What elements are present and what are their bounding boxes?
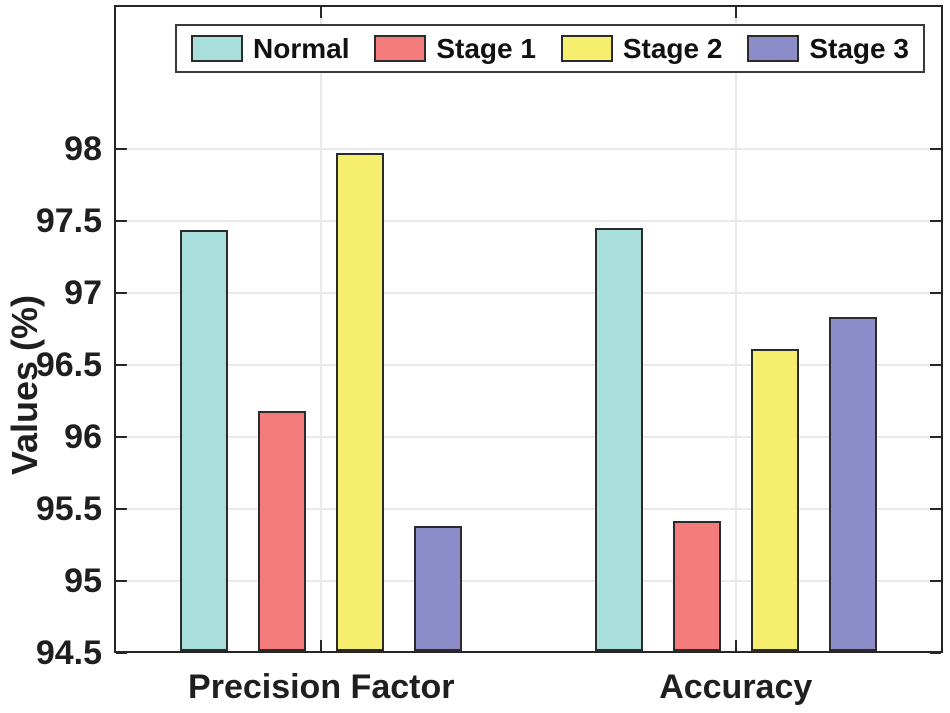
plot-area-border bbox=[114, 5, 943, 653]
y-tick-left-98 bbox=[116, 148, 127, 150]
legend-item-normal: Normal bbox=[191, 33, 349, 65]
y-tick-right-96 bbox=[930, 436, 941, 438]
legend-swatch-stage-1 bbox=[374, 35, 427, 62]
y-tick-right-96.5 bbox=[930, 364, 941, 366]
bar-normal-accuracy bbox=[595, 228, 643, 651]
y-tick-right-97.5 bbox=[930, 220, 941, 222]
bar-stage-2-precision-factor bbox=[336, 153, 384, 651]
legend-label-stage-2: Stage 2 bbox=[622, 32, 723, 64]
y-tick-label-95: 95 bbox=[64, 562, 102, 600]
y-tick-label-98: 98 bbox=[64, 130, 102, 168]
legend-swatch-stage-2 bbox=[560, 35, 613, 62]
x-axis-label-precision-factor: Precision Factor bbox=[188, 668, 455, 706]
bar-stage-1-accuracy bbox=[673, 521, 721, 651]
v-gridline-precision-factor bbox=[320, 7, 323, 651]
y-tick-right-95.5 bbox=[930, 508, 941, 510]
y-tick-left-97 bbox=[116, 292, 127, 294]
y-tick-label-95.5: 95.5 bbox=[35, 490, 102, 528]
y-tick-right-94.5 bbox=[930, 652, 941, 654]
legend-label-normal: Normal bbox=[253, 32, 350, 64]
y-tick-label-97: 97 bbox=[64, 274, 102, 312]
x-tick-bottom-precision-factor bbox=[320, 640, 323, 651]
y-tick-label-97.5: 97.5 bbox=[35, 202, 102, 240]
legend-swatch-stage-3 bbox=[747, 35, 800, 62]
y-tick-right-95 bbox=[930, 580, 941, 582]
h-gridline-95 bbox=[116, 580, 941, 582]
x-tick-top-precision-factor bbox=[320, 7, 323, 18]
y-tick-right-98 bbox=[930, 148, 941, 150]
x-axis-label-accuracy: Accuracy bbox=[659, 668, 813, 706]
bar-stage-3-precision-factor bbox=[414, 526, 462, 651]
legend-label-stage-1: Stage 1 bbox=[436, 32, 536, 64]
y-tick-left-95.5 bbox=[116, 508, 127, 510]
h-gridline-96 bbox=[116, 436, 941, 438]
bar-normal-precision-factor bbox=[180, 230, 228, 651]
legend-label-stage-3: Stage 3 bbox=[809, 32, 909, 64]
h-gridline-97 bbox=[116, 292, 941, 294]
x-tick-top-accuracy bbox=[734, 7, 737, 18]
bar-stage-3-accuracy bbox=[829, 317, 877, 651]
y-tick-left-94.5 bbox=[116, 652, 127, 654]
h-gridline-97.5 bbox=[116, 220, 941, 222]
legend: Normal Stage 1 Stage 2 Stage 3 bbox=[175, 24, 925, 73]
y-tick-left-97.5 bbox=[116, 220, 127, 222]
h-gridline-96.5 bbox=[116, 364, 941, 366]
legend-item-stage-2: Stage 2 bbox=[560, 32, 723, 65]
bar-stage-1-precision-factor bbox=[258, 411, 306, 651]
y-tick-label-96: 96 bbox=[64, 418, 102, 456]
y-tick-left-96.5 bbox=[116, 364, 127, 366]
h-gridline-95.5 bbox=[116, 508, 941, 510]
legend-item-stage-1: Stage 1 bbox=[374, 33, 536, 65]
legend-item-stage-3: Stage 3 bbox=[747, 33, 909, 65]
y-tick-left-96 bbox=[116, 436, 127, 438]
y-tick-right-97 bbox=[930, 292, 941, 294]
v-gridline-accuracy bbox=[734, 7, 737, 651]
h-gridline-98 bbox=[116, 148, 941, 150]
legend-swatch-normal bbox=[191, 35, 243, 62]
x-tick-bottom-accuracy bbox=[734, 640, 737, 651]
bar-stage-2-accuracy bbox=[751, 349, 799, 651]
y-tick-left-95 bbox=[116, 580, 127, 582]
y-tick-label-96.5: 96.5 bbox=[35, 346, 102, 384]
y-tick-label-94.5: 94.5 bbox=[35, 634, 102, 672]
